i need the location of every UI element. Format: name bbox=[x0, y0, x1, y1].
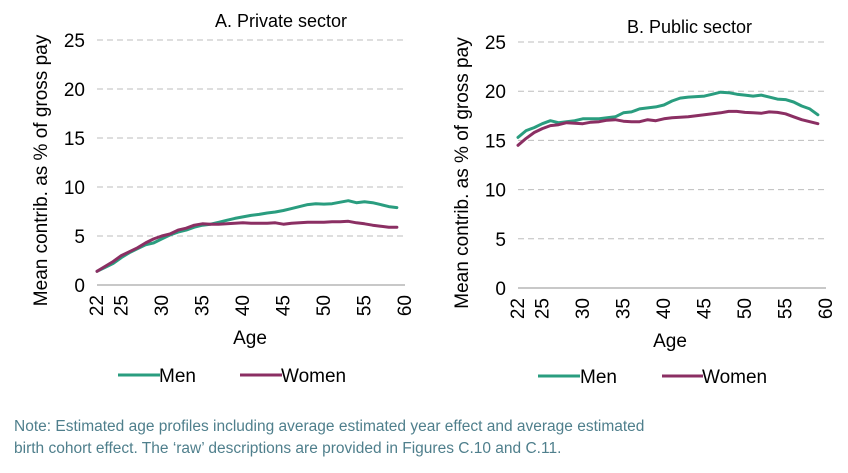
y-tick-label: 0 bbox=[495, 279, 506, 300]
y-tick-label: 10 bbox=[64, 178, 85, 199]
y-axis-label: Mean contrib. as % of gross pay bbox=[452, 37, 473, 309]
x-tick-label: 45 bbox=[694, 298, 715, 319]
x-tick-label: 22 bbox=[87, 295, 108, 316]
y-tick-label: 0 bbox=[74, 276, 85, 297]
x-tick-label: 55 bbox=[354, 295, 375, 316]
y-tick-label: 20 bbox=[64, 80, 85, 101]
x-tick-label: 40 bbox=[654, 298, 675, 319]
x-tick-label: 40 bbox=[233, 295, 254, 316]
x-tick-label: 30 bbox=[573, 298, 594, 319]
figure-note: Note: Estimated age profiles including a… bbox=[14, 416, 834, 460]
y-tick-label: 15 bbox=[64, 129, 85, 150]
legend-label-women: Women bbox=[281, 366, 346, 387]
y-tick-label: 25 bbox=[64, 31, 85, 52]
x-tick-label: 50 bbox=[735, 298, 756, 319]
y-tick-label: 15 bbox=[485, 131, 506, 152]
x-tick-label: 60 bbox=[395, 295, 416, 316]
x-tick-label: 60 bbox=[816, 298, 837, 319]
y-axis-label: Mean contrib. as % of gross pay bbox=[31, 34, 52, 306]
x-axis-label: Age bbox=[653, 331, 687, 352]
y-tick-label: 20 bbox=[485, 82, 506, 103]
x-tick-label: 50 bbox=[314, 295, 335, 316]
chart-title: A. Private sector bbox=[215, 11, 347, 31]
x-tick-label: 45 bbox=[273, 295, 294, 316]
series-line-men bbox=[95, 199, 399, 273]
chart-title: B. Public sector bbox=[627, 17, 752, 37]
y-tick-label: 10 bbox=[485, 181, 506, 202]
x-axis-label: Age bbox=[233, 328, 267, 349]
note-line-2: birth cohort effect. The ‘raw’ descripti… bbox=[14, 440, 562, 457]
x-tick-label: 35 bbox=[613, 298, 634, 319]
note-line-1: Note: Estimated age profiles including a… bbox=[14, 418, 645, 435]
legend-label-men: Men bbox=[580, 367, 617, 388]
x-tick-label: 22 bbox=[508, 298, 529, 319]
legend-label-women: Women bbox=[702, 367, 767, 388]
x-tick-label: 35 bbox=[192, 295, 213, 316]
legend-label-men: Men bbox=[159, 366, 196, 387]
y-tick-label: 5 bbox=[74, 227, 85, 248]
y-tick-label: 25 bbox=[485, 33, 506, 54]
x-tick-label: 25 bbox=[532, 298, 553, 319]
series-line-women bbox=[516, 109, 820, 147]
x-tick-label: 25 bbox=[111, 295, 132, 316]
x-tick-label: 30 bbox=[152, 295, 173, 316]
y-tick-label: 5 bbox=[495, 230, 506, 251]
series-line-men bbox=[516, 90, 820, 139]
series-line-women bbox=[95, 219, 399, 273]
x-tick-label: 55 bbox=[775, 298, 796, 319]
